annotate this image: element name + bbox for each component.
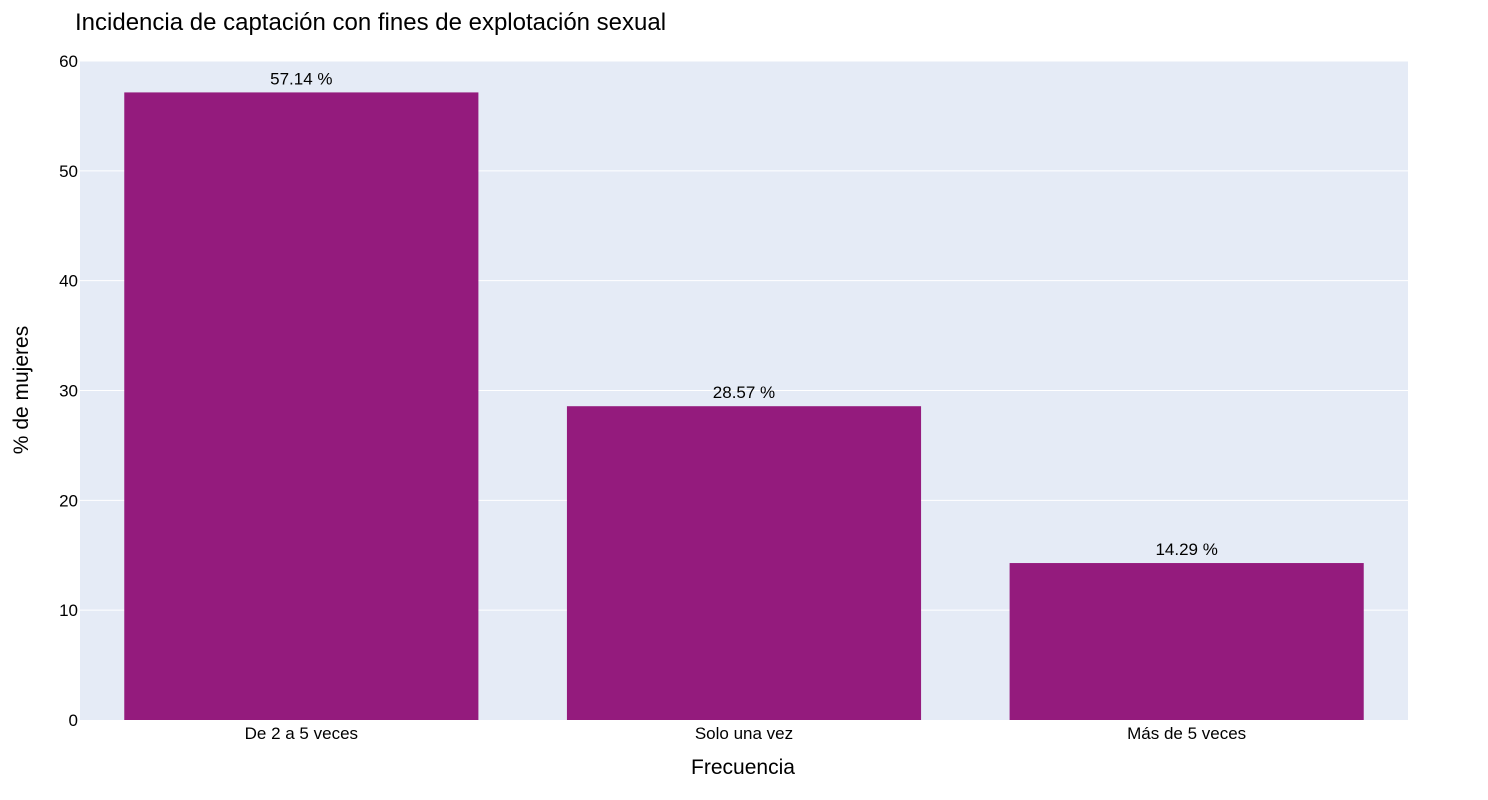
x-axis-ticks: De 2 a 5 veces Solo una vez Más de 5 veces — [245, 724, 1247, 743]
y-axis-title: % de mujeres — [10, 326, 33, 454]
y-tick-label: 20 — [59, 491, 78, 510]
x-tick-label: Más de 5 veces — [1127, 724, 1246, 743]
bar — [566, 406, 922, 720]
data-labels: 57.14 % 28.57 % 14.29 % — [270, 69, 1218, 559]
x-axis-title: Frecuencia — [691, 756, 795, 779]
y-tick-label: 30 — [59, 382, 78, 401]
x-tick-label: De 2 a 5 veces — [245, 724, 358, 743]
y-tick-label: 0 — [69, 711, 78, 730]
y-tick-label: 50 — [59, 162, 78, 181]
bar-value-label: 28.57 % — [713, 383, 775, 402]
x-tick-label: Solo una vez — [695, 724, 793, 743]
chart-title: Incidencia de captación con fines de exp… — [75, 9, 666, 36]
y-axis-ticks: 0 10 20 30 40 50 60 — [59, 52, 78, 730]
bar — [124, 92, 479, 720]
bar-value-label: 14.29 % — [1155, 540, 1217, 559]
bar-value-label: 57.14 % — [270, 69, 332, 88]
y-tick-label: 60 — [59, 52, 78, 71]
bar — [1009, 563, 1364, 720]
y-tick-label: 40 — [59, 272, 78, 291]
bars — [124, 92, 1364, 720]
y-tick-label: 10 — [59, 601, 78, 620]
